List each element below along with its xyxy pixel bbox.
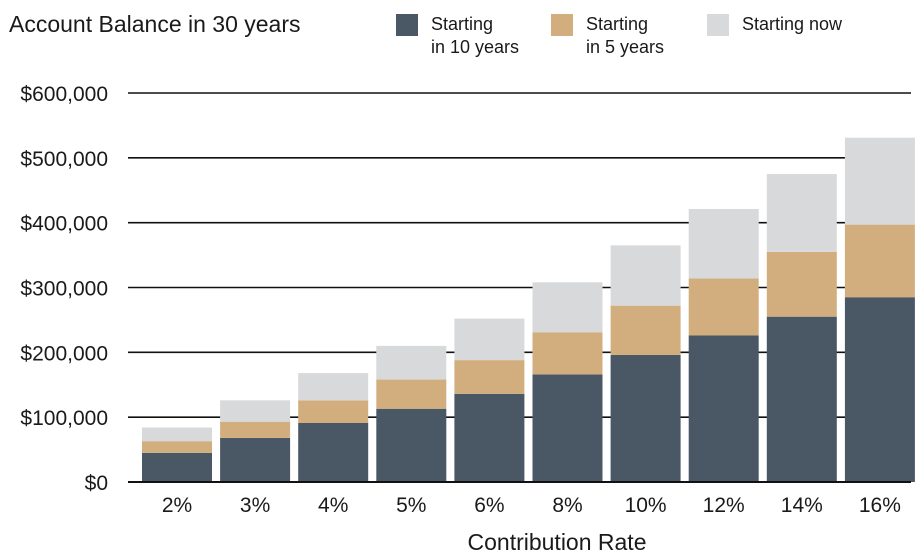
- x-tick-label: 8%: [552, 494, 582, 517]
- x-tick-label: 4%: [318, 494, 348, 517]
- bars: [142, 137, 915, 482]
- x-tick-label: 6%: [474, 494, 504, 517]
- y-tick-label: $100,000: [20, 407, 108, 430]
- x-tick-label: 3%: [240, 494, 270, 517]
- bar-segment: [610, 354, 681, 482]
- y-tick-label: $200,000: [20, 342, 108, 365]
- x-axis-ticks: 2% 3% 4% 5% 6% 8% 10% 12% 14% 16%: [162, 494, 901, 517]
- bar-segment: [142, 441, 212, 453]
- bar-segment: [766, 251, 837, 317]
- bar-segment: [688, 335, 759, 482]
- bar-segment: [454, 318, 525, 361]
- legend-item-starting-now: Starting now: [707, 13, 842, 36]
- bar-segment: [844, 297, 915, 482]
- bar-segment: [532, 332, 603, 375]
- legend-label: Starting in 5 years: [586, 14, 665, 57]
- legend-swatch: [396, 14, 418, 36]
- bar-segment: [610, 305, 681, 355]
- legend-label: Starting now: [742, 14, 843, 34]
- x-tick-label: 14%: [781, 494, 823, 517]
- chart-title: Account Balance in 30 years: [9, 11, 301, 37]
- y-tick-label: $0: [85, 472, 108, 495]
- legend-label: Starting in 10 years: [431, 14, 520, 57]
- bar-segment: [688, 278, 759, 336]
- bar-segment: [298, 423, 369, 482]
- bar-segment: [376, 408, 447, 482]
- legend-item-starting-in-10-years: Starting in 10 years: [396, 13, 519, 59]
- bar-segment: [532, 374, 603, 482]
- bar-segment: [532, 282, 603, 333]
- bar-segment: [142, 452, 212, 482]
- x-tick-label: 2%: [162, 494, 192, 517]
- bar-segment: [454, 360, 525, 394]
- bar-segment: [454, 393, 525, 482]
- bar-segment: [142, 427, 212, 442]
- y-tick-label: $300,000: [20, 278, 108, 301]
- bar-segment: [610, 245, 681, 306]
- y-tick-label: $400,000: [20, 213, 108, 236]
- bar-segment: [298, 400, 369, 424]
- bar-segment: [766, 316, 837, 482]
- legend-swatch: [707, 14, 729, 36]
- x-tick-label: 5%: [396, 494, 426, 517]
- y-tick-label: $600,000: [20, 83, 108, 106]
- legend-item-starting-in-5-years: Starting in 5 years: [551, 13, 664, 59]
- bar-segment: [298, 373, 369, 401]
- bar-segment: [766, 174, 837, 252]
- bar-segment: [220, 437, 291, 482]
- legend-swatch: [551, 14, 573, 36]
- bar-segment: [844, 137, 915, 225]
- bar-segment: [376, 345, 447, 380]
- bar-segment: [844, 224, 915, 298]
- x-tick-label: 16%: [859, 494, 901, 517]
- bar-segment: [376, 379, 447, 409]
- x-tick-label: 12%: [703, 494, 745, 517]
- bar-segment: [220, 421, 291, 438]
- y-axis-ticks: $0 $100,000 $200,000 $300,000 $400,000 $500,0…: [20, 83, 108, 495]
- x-tick-label: 10%: [625, 494, 667, 517]
- bar-segment: [220, 400, 291, 422]
- x-axis-label: Contribution Rate: [468, 529, 647, 554]
- y-tick-label: $500,000: [20, 148, 108, 171]
- bar-segment: [688, 209, 759, 279]
